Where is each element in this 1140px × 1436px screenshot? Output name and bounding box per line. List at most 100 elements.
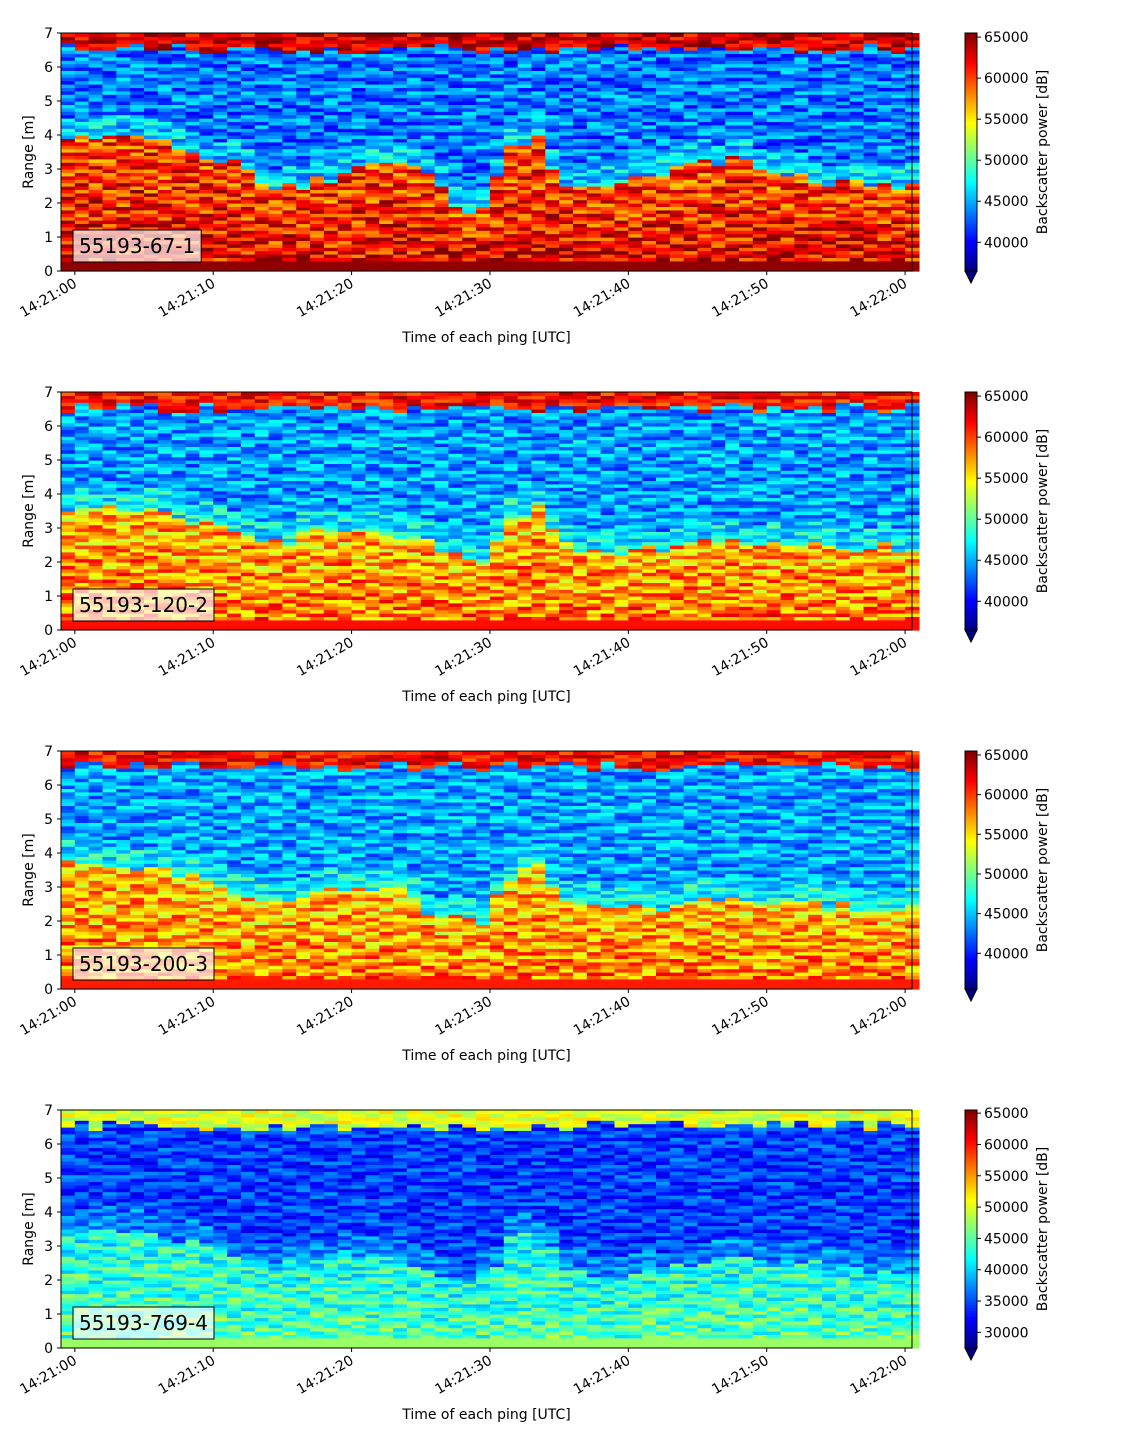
heatmap-cell	[794, 131, 809, 136]
heatmap-cell	[406, 264, 422, 269]
heatmap-cell	[144, 94, 159, 99]
heatmap-cell	[282, 33, 297, 37]
heatmap-cell	[254, 175, 270, 180]
heatmap-cell	[130, 67, 145, 71]
heatmap-cell	[434, 226, 450, 231]
heatmap-cell	[74, 56, 90, 61]
heatmap-cell	[130, 216, 145, 221]
heatmap-cell	[199, 131, 214, 136]
heatmap-cell	[572, 264, 588, 269]
heatmap-cell	[144, 209, 159, 214]
heatmap-cell	[572, 131, 588, 136]
heatmap-cell	[531, 233, 546, 238]
heatmap-cell	[171, 33, 187, 37]
heatmap-cell	[669, 131, 685, 136]
heatmap-cell	[351, 148, 367, 153]
heatmap-cell	[448, 250, 463, 255]
heatmap-cell	[102, 80, 117, 85]
heatmap-cell	[614, 192, 629, 197]
heatmap-cell	[130, 260, 145, 265]
heatmap-cell	[144, 111, 159, 116]
heatmap-cell	[130, 186, 145, 190]
heatmap-cell	[517, 131, 533, 136]
heatmap-cell	[102, 182, 117, 187]
heatmap-cell	[434, 182, 450, 187]
heatmap-cell	[157, 264, 173, 269]
heatmap-cell	[157, 131, 173, 136]
heatmap-cell	[891, 243, 906, 248]
heatmap-cell	[351, 192, 367, 197]
heatmap-cell	[74, 169, 90, 173]
heatmap-cell	[379, 226, 394, 231]
heatmap-cell	[74, 50, 90, 54]
heatmap-cell	[199, 216, 214, 221]
heatmap-cell	[61, 148, 76, 153]
heatmap-cell	[88, 107, 104, 112]
heatmap-cell	[725, 165, 740, 170]
heatmap-cell	[102, 43, 117, 48]
heatmap-cell	[282, 209, 297, 214]
heatmap-cell	[559, 141, 574, 146]
heatmap-cell	[61, 77, 76, 82]
heatmap-cell	[116, 192, 131, 197]
heatmap-cell	[656, 131, 671, 136]
heatmap-cell	[766, 158, 782, 163]
heatmap-cell	[849, 141, 865, 146]
heatmap-cell	[102, 196, 117, 201]
heatmap-cell	[891, 131, 906, 136]
heatmap-cell	[489, 216, 505, 221]
heatmap-cell	[61, 402, 76, 407]
heatmap-cell	[739, 226, 754, 231]
heatmap-cell	[406, 233, 422, 238]
heatmap-cell	[88, 53, 104, 58]
heatmap-cell	[130, 128, 145, 133]
heatmap-cell	[74, 148, 90, 153]
heatmap-cell	[130, 169, 145, 173]
heatmap-cell	[642, 264, 657, 269]
heatmap-cell	[61, 111, 76, 116]
heatmap-cell	[572, 250, 588, 255]
heatmap-cell	[144, 162, 159, 167]
heatmap-cell	[586, 141, 602, 146]
heatmap-cell	[116, 73, 131, 78]
heatmap-cell	[102, 87, 117, 92]
heatmap-cell	[822, 165, 837, 170]
heatmap-cell	[559, 216, 574, 221]
heatmap-cell	[780, 141, 795, 146]
heatmap-cell	[711, 250, 726, 255]
heatmap-cell	[420, 250, 436, 255]
heatmap-cell	[628, 216, 643, 221]
heatmap-cell	[240, 158, 256, 163]
heatmap-cell	[697, 233, 712, 238]
heatmap-cell	[296, 165, 311, 170]
heatmap-cell	[739, 192, 754, 197]
heatmap-cell	[739, 33, 754, 37]
heatmap-cell	[476, 209, 491, 214]
heatmap-cell	[462, 209, 477, 214]
heatmap-cell	[545, 141, 560, 146]
heatmap-cell	[144, 114, 159, 119]
heatmap-cell	[725, 141, 740, 146]
heatmap-cell	[74, 36, 90, 41]
heatmap-cell	[462, 264, 477, 269]
heatmap-cell	[752, 165, 768, 170]
heatmap-cell	[711, 216, 726, 221]
heatmap-cell	[669, 226, 685, 231]
heatmap-cell	[74, 260, 90, 265]
heatmap-cell	[365, 192, 380, 197]
heatmap-cell	[268, 158, 283, 163]
heatmap-cell	[628, 182, 643, 187]
heatmap-cell	[254, 165, 270, 170]
heatmap-cell	[628, 141, 643, 146]
heatmap-cell	[711, 226, 726, 231]
heatmap-cell	[697, 192, 712, 197]
heatmap-cell	[130, 192, 145, 197]
heatmap-cell	[808, 182, 823, 187]
heatmap-cell	[227, 199, 242, 204]
heatmap-cell	[185, 264, 200, 269]
heatmap-cell	[213, 199, 228, 204]
heatmap-cell	[393, 131, 408, 136]
heatmap-cell	[614, 233, 629, 238]
heatmap-cell	[739, 250, 754, 255]
